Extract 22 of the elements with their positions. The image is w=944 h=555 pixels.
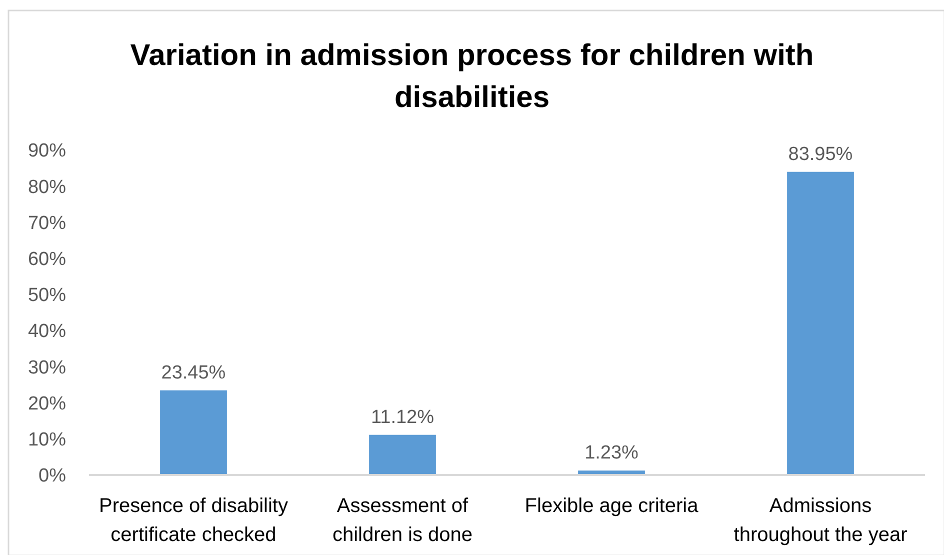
bar xyxy=(787,172,854,475)
x-tick-label: Admissions throughout the year xyxy=(734,495,908,546)
y-tick-label: 90% xyxy=(28,140,66,162)
y-tick-label: 20% xyxy=(28,393,66,414)
x-tick-label: Assessment of children is done xyxy=(332,495,473,546)
data-label: 83.95% xyxy=(788,144,853,165)
y-tick-label: 80% xyxy=(28,176,66,198)
bar xyxy=(369,434,436,475)
y-tick-label: 60% xyxy=(28,248,66,270)
x-tick-label: Flexible age criteria xyxy=(524,495,700,517)
y-tick-label: 40% xyxy=(28,321,66,342)
x-tick-label: Presence of disability certificate checked xyxy=(99,495,288,546)
data-label: 11.12% xyxy=(370,406,434,428)
y-tick-label: 10% xyxy=(28,430,66,451)
data-label: 23.45% xyxy=(161,362,226,384)
y-tick-label: 50% xyxy=(28,285,66,306)
data-label: 1.23% xyxy=(584,442,639,464)
y-tick-label: 0% xyxy=(38,466,66,487)
y-tick-label: 30% xyxy=(28,357,66,378)
y-tick-label: 70% xyxy=(28,212,66,234)
chart-title: Variation in admission process for children with disabilities xyxy=(130,39,814,114)
bar xyxy=(160,390,227,475)
